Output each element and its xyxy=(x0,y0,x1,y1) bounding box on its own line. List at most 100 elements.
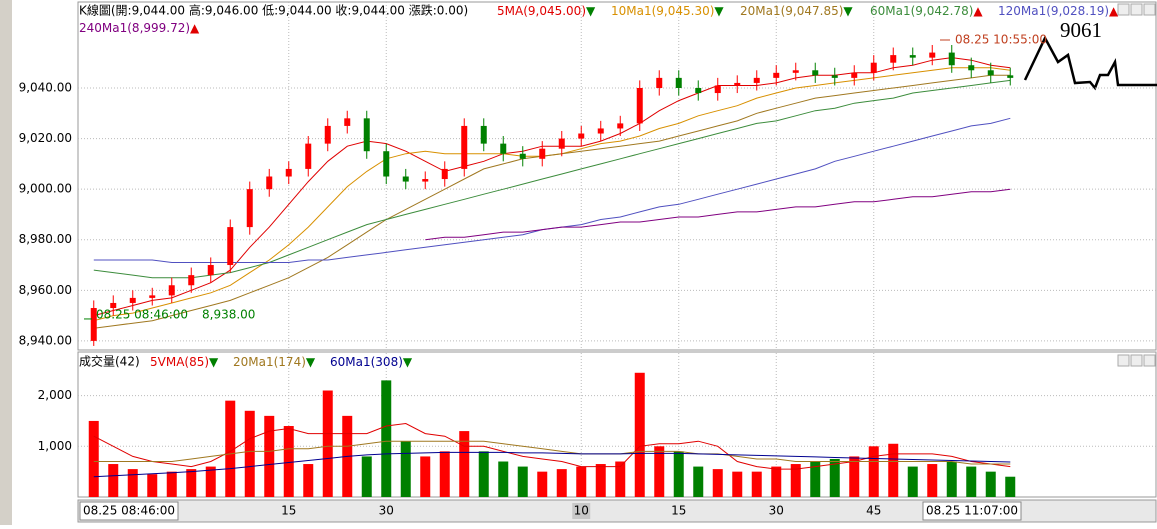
candle-body xyxy=(714,85,721,94)
candle-body xyxy=(558,138,565,149)
candle-body xyxy=(578,133,585,139)
candle-body xyxy=(344,118,351,126)
volume-bar xyxy=(849,456,860,497)
side-strip xyxy=(0,0,12,525)
candle-body xyxy=(539,148,546,159)
candle-body xyxy=(110,302,117,309)
volume-bar xyxy=(576,466,587,497)
ma-line xyxy=(93,79,1011,279)
pane-buttons[interactable] xyxy=(1117,3,1156,367)
legend-entry: 5VMA(85)▼ xyxy=(150,355,219,369)
ma-line xyxy=(93,440,1011,465)
candle-body xyxy=(890,55,897,63)
x-tick-label: 30 xyxy=(769,504,784,518)
legend-trend: ▼ xyxy=(843,4,853,18)
button[interactable] xyxy=(1143,354,1156,367)
button[interactable] xyxy=(1143,3,1156,16)
volume-bar xyxy=(88,420,99,497)
y-tick-label: 8,980.00 xyxy=(19,232,72,246)
button[interactable] xyxy=(1130,3,1143,16)
volume-bar xyxy=(303,464,314,497)
legend-trend: ▲ xyxy=(973,4,983,18)
candle-body xyxy=(90,308,97,341)
volume-bar xyxy=(225,400,236,497)
candle-body xyxy=(324,125,331,144)
candle-body xyxy=(1007,75,1014,78)
volume-bar xyxy=(459,431,470,497)
legend-label: 5MA(9,045.00) xyxy=(497,4,586,18)
candle-body xyxy=(402,176,409,182)
volume-bar xyxy=(439,451,450,497)
legend-label: 240Ma1(8,999.72) xyxy=(79,21,190,35)
legend-entry: 60Ma1(308)▼ xyxy=(330,355,413,369)
volume-bar xyxy=(186,469,197,497)
legend-entry: 5MA(9,045.00)▼ xyxy=(497,4,596,18)
volume-bar xyxy=(907,466,918,497)
volume-bar xyxy=(595,464,606,497)
volume-bar xyxy=(888,443,899,497)
candle-body xyxy=(948,52,955,66)
x-tick-label: 10 xyxy=(574,504,589,518)
legend-entry: 240Ma1(8,999.72)▲ xyxy=(79,21,200,35)
chart-title: K線圖(開:9,044.00 高:9,046.00 低:9,044.00 收:9… xyxy=(79,3,468,18)
handwritten-note: 9061 xyxy=(1060,18,1102,42)
volume-bar xyxy=(361,456,372,497)
volume-bar xyxy=(147,474,158,497)
volume-bar xyxy=(673,451,684,497)
candle-body xyxy=(461,125,468,169)
volume-bar xyxy=(868,446,879,497)
candle-body xyxy=(266,176,273,190)
candle-body xyxy=(480,125,487,144)
volume-bar xyxy=(517,466,528,497)
button[interactable] xyxy=(1130,354,1143,367)
volume-bar xyxy=(127,469,138,497)
volume-bar xyxy=(751,471,762,497)
volume-bar xyxy=(615,461,626,497)
volume-bar xyxy=(693,466,704,497)
candle-body xyxy=(636,87,643,124)
volume-bar xyxy=(537,471,548,497)
x-tick-label: 08.25 08:46:00 xyxy=(83,504,175,518)
legend-trend: ▲ xyxy=(1109,4,1119,18)
candle-body xyxy=(870,62,877,73)
legend-label: 5VMA(85) xyxy=(150,355,209,369)
y-tick-label: 9,040.00 xyxy=(19,80,72,94)
volume-bar xyxy=(654,446,665,497)
y-tick-label: 9,020.00 xyxy=(19,131,72,145)
legend-label: 120Ma1(9,028.19) xyxy=(998,4,1109,18)
volume-bar xyxy=(283,426,294,497)
ma-line xyxy=(93,451,1011,478)
hand-drawn-line xyxy=(1023,35,1157,91)
candle-body xyxy=(656,77,663,88)
x-axis-bar xyxy=(77,499,1157,523)
price-pane xyxy=(77,1,1157,351)
ma-line xyxy=(93,422,1011,470)
tick-box xyxy=(572,503,591,519)
button[interactable] xyxy=(1117,354,1130,367)
candle-body xyxy=(500,143,507,154)
legend-label: 20Ma1(9,047.85) xyxy=(740,4,843,18)
volume-bar xyxy=(829,458,840,497)
tick-box xyxy=(922,501,1022,521)
legend-trend: ▼ xyxy=(209,355,219,369)
volume-bar xyxy=(966,466,977,497)
legend-entry: 60Ma1(9,042.78)▲ xyxy=(870,4,983,18)
candle-body xyxy=(305,143,312,169)
volume-bar xyxy=(420,456,431,497)
candle-body xyxy=(207,265,214,276)
y-tick-label: 2,000 xyxy=(38,388,72,402)
legend-trend: ▼ xyxy=(714,4,724,18)
legend-label: 60Ma1(9,042.78) xyxy=(870,4,973,18)
x-tick-label: 15 xyxy=(671,504,686,518)
candle-body xyxy=(734,82,741,86)
candle-body xyxy=(909,55,916,58)
candle-body xyxy=(929,52,936,58)
candle-body xyxy=(519,153,526,159)
legend-trend: ▲ xyxy=(190,21,200,35)
volume-bar xyxy=(264,415,275,497)
ma-line xyxy=(425,188,1011,241)
legend-label: 60Ma1(308) xyxy=(330,355,403,369)
button[interactable] xyxy=(1117,3,1130,16)
volume-bar xyxy=(927,464,938,497)
